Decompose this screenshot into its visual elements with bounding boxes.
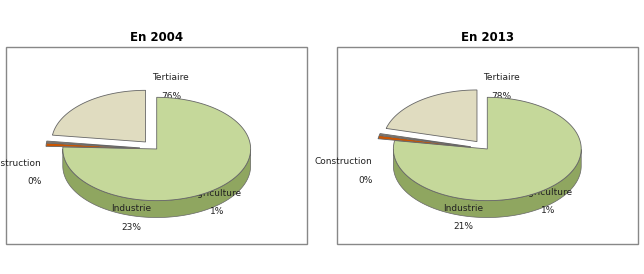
Text: 21%: 21% [453,222,473,231]
Text: Construction: Construction [314,158,372,167]
Polygon shape [46,141,140,148]
Polygon shape [46,143,140,148]
Text: 76%: 76% [161,92,181,101]
Text: Industrie: Industrie [443,204,483,213]
Text: 0%: 0% [358,176,372,185]
Text: 1%: 1% [210,207,224,216]
Polygon shape [393,97,581,201]
Text: 23%: 23% [122,223,142,232]
Text: Agriculture: Agriculture [192,189,242,198]
Polygon shape [63,97,251,201]
Title: En 2013: En 2013 [461,31,514,44]
Text: Tertiaire: Tertiaire [483,73,520,82]
Bar [337,47,638,244]
Text: 1%: 1% [540,206,555,215]
Polygon shape [393,149,581,218]
Polygon shape [378,136,471,147]
Text: Tertiaire: Tertiaire [153,73,189,82]
Text: Industrie: Industrie [111,204,151,213]
Polygon shape [52,90,146,142]
Polygon shape [386,90,477,142]
Text: Agriculture: Agriculture [523,188,573,197]
Text: 78%: 78% [491,92,511,101]
Bar [6,47,307,244]
Polygon shape [62,149,251,218]
Text: Construction: Construction [0,159,41,168]
Polygon shape [379,133,471,147]
Title: En 2004: En 2004 [130,31,184,44]
Text: 0%: 0% [27,177,41,186]
